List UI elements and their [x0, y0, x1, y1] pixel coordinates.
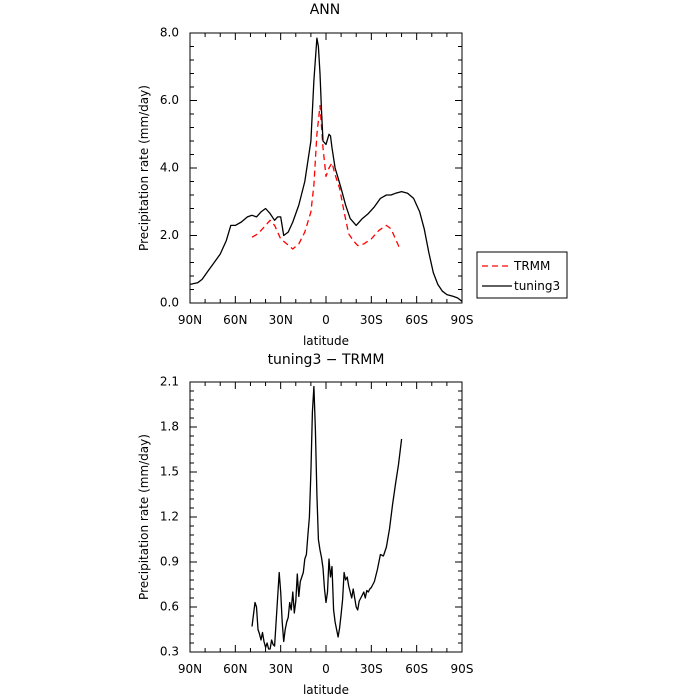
y-tick-label: 1.2 [160, 510, 179, 524]
series-group [189, 37, 463, 302]
y-tick-label: 0.9 [160, 555, 179, 569]
y-axis-label: Precipitation rate (mm/day) [137, 85, 151, 251]
y-tick-label: 2.0 [160, 228, 179, 242]
y-tick-label: 1.8 [160, 420, 179, 434]
plot-frame [189, 381, 463, 653]
x-tick-label: 60S [405, 313, 428, 327]
x-tick-label: 30S [360, 662, 383, 676]
y-tick-label: 4.0 [160, 161, 179, 175]
y-axis-tick-labels: 0.0 2.0 4.0 6.0 8.0 [160, 26, 179, 310]
legend: TRMM tuning3 [476, 251, 568, 299]
series-line-tuning3 [189, 37, 463, 302]
x-tick-label: 60N [223, 313, 247, 327]
panel-ann: ANN 0.0 2.0 4.0 6.0 8.0 90N 60N 30N 0 30… [137, 2, 473, 348]
x-tick-label: 0 [322, 313, 330, 327]
y-tick-label: 0.6 [160, 600, 179, 614]
series-group [251, 385, 403, 650]
y-axis-label: Precipitation rate (mm/day) [137, 434, 151, 600]
plot-frame [189, 32, 463, 304]
chart-title: tuning3 − TRMM [268, 352, 385, 368]
legend-label-tuning3: tuning3 [514, 279, 560, 293]
x-tick-label: 90S [451, 662, 474, 676]
series-line-difference [251, 385, 403, 650]
axis-ticks [189, 32, 463, 304]
y-tick-label: 6.0 [160, 93, 179, 107]
x-axis-label: latitude [303, 334, 349, 348]
x-tick-label: 60S [405, 662, 428, 676]
axis-ticks [189, 381, 463, 653]
y-tick-label: 1.5 [160, 465, 179, 479]
x-tick-label: 90N [178, 313, 202, 327]
y-tick-label: 2.1 [160, 375, 179, 389]
x-tick-label: 30N [269, 313, 293, 327]
x-tick-label: 30N [269, 662, 293, 676]
y-tick-label: 8.0 [160, 26, 179, 40]
series-line-trmm [251, 104, 401, 250]
x-tick-label: 90S [451, 313, 474, 327]
x-tick-label: 30S [360, 313, 383, 327]
legend-label-trmm: TRMM [513, 259, 550, 273]
y-tick-label: 0.0 [160, 296, 179, 310]
x-axis-tick-labels: 90N 60N 30N 0 30S 60S 90S [178, 313, 474, 327]
y-tick-label: 0.3 [160, 645, 179, 659]
x-axis-tick-labels: 90N 60N 30N 0 30S 60S 90S [178, 662, 474, 676]
panel-difference: tuning3 − TRMM 0.3 0.6 0.9 1.2 1.5 1.8 2… [137, 352, 473, 697]
legend-box [476, 251, 568, 299]
x-axis-label: latitude [303, 683, 349, 697]
chart-title: ANN [310, 2, 341, 18]
x-tick-label: 90N [178, 662, 202, 676]
x-tick-label: 0 [322, 662, 330, 676]
y-axis-tick-labels: 0.3 0.6 0.9 1.2 1.5 1.8 2.1 [160, 375, 179, 659]
x-tick-label: 60N [223, 662, 247, 676]
